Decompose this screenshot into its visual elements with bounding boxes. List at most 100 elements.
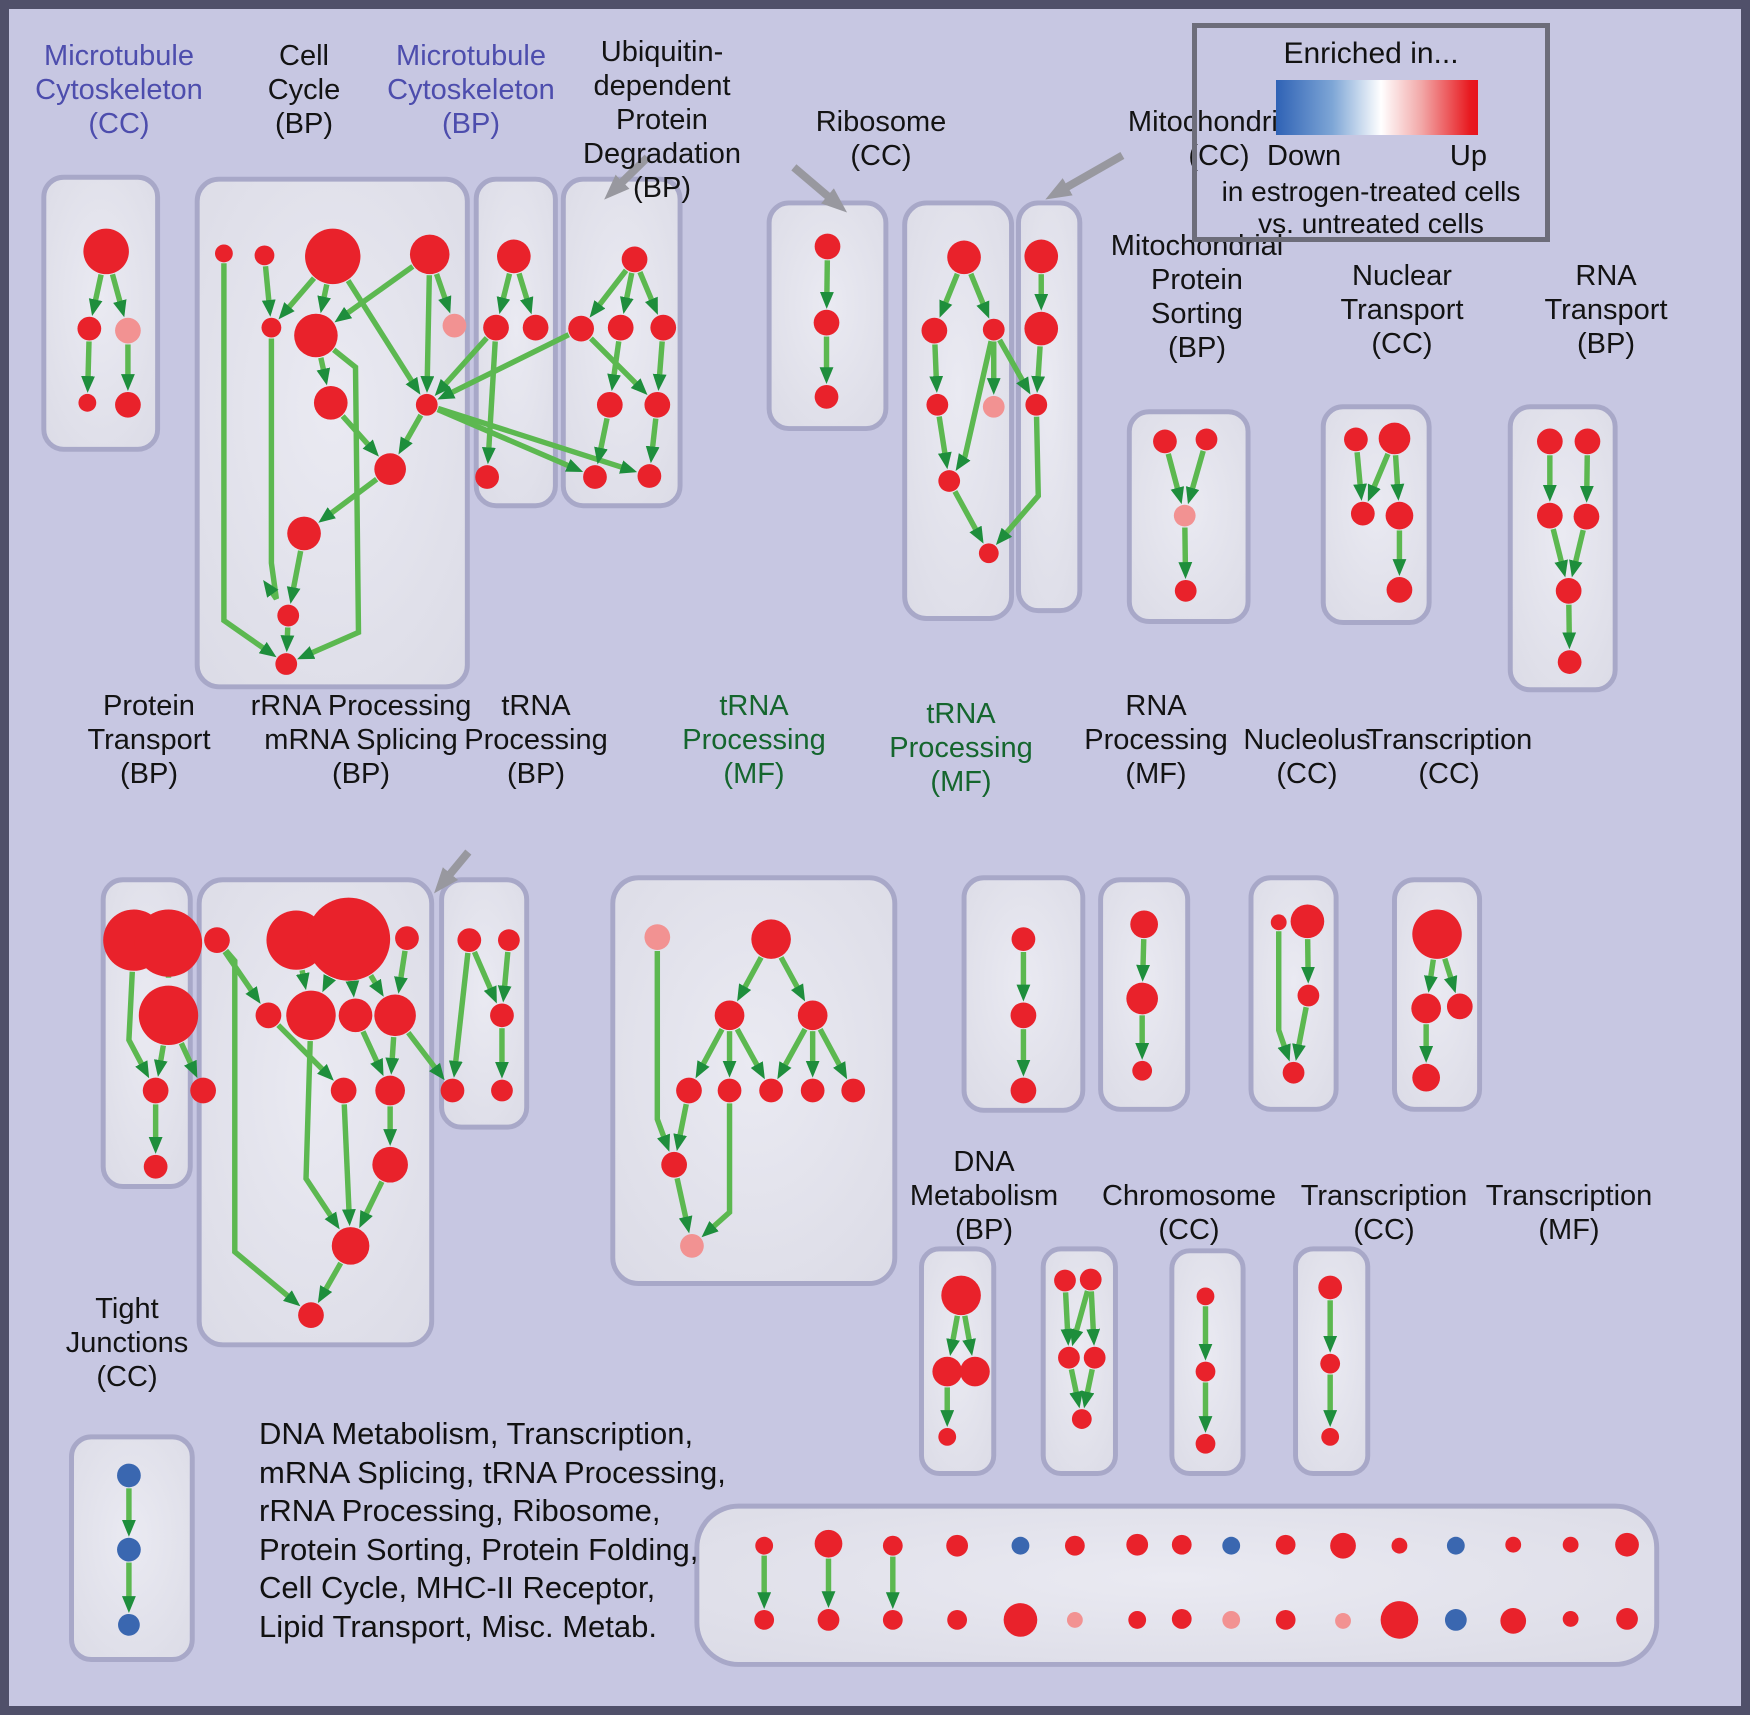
go-term-node	[1058, 1346, 1080, 1369]
edge-arrow	[1086, 1291, 1101, 1346]
go-term-node	[138, 985, 199, 1046]
cluster-box	[694, 1503, 1660, 1667]
go-term-node	[1222, 1536, 1241, 1555]
edge-arrow	[695, 1027, 725, 1079]
go-term-node	[1290, 904, 1325, 939]
go-term-node	[261, 317, 282, 338]
go-term-node	[275, 653, 298, 675]
edge-arrow	[1069, 1290, 1091, 1347]
go-term-node	[1321, 1427, 1340, 1446]
edge-arrow	[471, 950, 497, 1004]
edge-arrow	[778, 956, 806, 1002]
edge-arrow	[223, 948, 301, 1307]
go-term-node	[1171, 1609, 1192, 1629]
go-term-node	[960, 1356, 990, 1387]
go-term-node	[409, 234, 450, 275]
go-term-node	[1024, 311, 1059, 346]
go-term-node	[1446, 1536, 1465, 1555]
edge-arrow	[1080, 1368, 1095, 1409]
go-term-node	[1318, 1275, 1343, 1300]
edge-arrow	[286, 550, 304, 604]
go-term-node	[1275, 1534, 1296, 1555]
go-term-node	[1380, 1601, 1419, 1639]
go-term-node	[440, 1078, 465, 1103]
edge-arrow	[594, 417, 610, 465]
legend-gradient-bar	[1276, 80, 1478, 135]
go-term-node	[938, 1427, 957, 1446]
go-term-node	[714, 1000, 745, 1031]
edge-arrow	[637, 271, 658, 315]
go-term-node	[307, 897, 391, 981]
go-term-node	[1195, 1433, 1216, 1454]
edge-arrow	[1292, 1006, 1309, 1062]
edge-arrow	[278, 276, 317, 320]
label-pointer-arrow	[434, 849, 472, 894]
go-term-node	[1126, 1533, 1149, 1556]
edge-arrow	[1031, 346, 1046, 393]
network-svg	[41, 152, 1660, 1667]
go-term-node	[374, 453, 406, 485]
go-term-node	[1378, 422, 1411, 455]
go-term-node	[814, 385, 839, 409]
label-pointer-arrow	[791, 164, 848, 213]
go-term-node	[583, 465, 607, 489]
go-term-node	[814, 1529, 843, 1558]
edge-arrow	[316, 357, 331, 386]
go-term-node	[1412, 1063, 1441, 1092]
legend-up-label: Up	[1449, 140, 1487, 172]
edge-arrow	[398, 413, 424, 455]
edge-arrow	[1367, 452, 1391, 502]
edge-arrow	[359, 1180, 385, 1229]
go-term-node	[442, 313, 467, 338]
go-term-node	[1386, 576, 1413, 603]
edge-arrow	[652, 341, 667, 391]
go-term-node	[497, 929, 520, 952]
go-term-node	[1174, 579, 1197, 602]
go-term-node	[1195, 428, 1218, 451]
go-term-node	[1275, 1610, 1296, 1630]
edge-arrow	[1060, 1292, 1075, 1346]
edge-arrow	[303, 1040, 340, 1230]
edge-arrow	[817, 1027, 848, 1080]
go-term-node	[457, 928, 482, 952]
go-term-node	[926, 393, 949, 416]
go-term-node	[1054, 1269, 1076, 1292]
go-term-node	[395, 926, 419, 951]
go-term-node	[1126, 982, 1158, 1015]
go-term-node	[921, 317, 948, 344]
edge-arrow	[437, 405, 638, 474]
go-term-node	[277, 604, 300, 627]
go-term-node	[938, 470, 961, 492]
edge-arrow	[433, 273, 452, 314]
go-term-node	[841, 1078, 866, 1103]
go-term-node	[255, 1002, 282, 1029]
go-term-node	[1335, 1612, 1351, 1629]
edge-arrow	[109, 273, 127, 318]
go-term-node	[1282, 1061, 1305, 1084]
go-term-node	[294, 313, 338, 358]
edge-arrow	[263, 338, 280, 601]
go-term-node	[522, 314, 549, 341]
edge-arrow	[261, 265, 276, 317]
go-term-node	[1536, 502, 1563, 529]
go-term-node	[1573, 503, 1600, 530]
edge-arrow	[434, 336, 489, 396]
go-term-node	[83, 228, 129, 275]
edge-arrow	[385, 1036, 400, 1075]
edge-arrow	[334, 264, 415, 323]
go-term-node	[1444, 1609, 1467, 1631]
edge-arrow	[1390, 455, 1405, 501]
go-term-node	[1320, 1353, 1341, 1374]
edge-arrow	[1353, 451, 1367, 501]
go-term-node	[676, 1077, 702, 1104]
edge-arrow	[734, 1027, 765, 1080]
legend-subtitle-2: vs. untreated cells	[1258, 208, 1484, 239]
go-term-node	[77, 316, 102, 341]
go-term-node	[1574, 428, 1601, 455]
go-term-node	[755, 1536, 774, 1555]
edge-arrow	[997, 338, 1031, 395]
cluster-box	[41, 174, 161, 452]
edge-arrow	[420, 275, 435, 393]
edge-arrow	[673, 1103, 689, 1152]
go-term-node	[330, 1077, 357, 1104]
